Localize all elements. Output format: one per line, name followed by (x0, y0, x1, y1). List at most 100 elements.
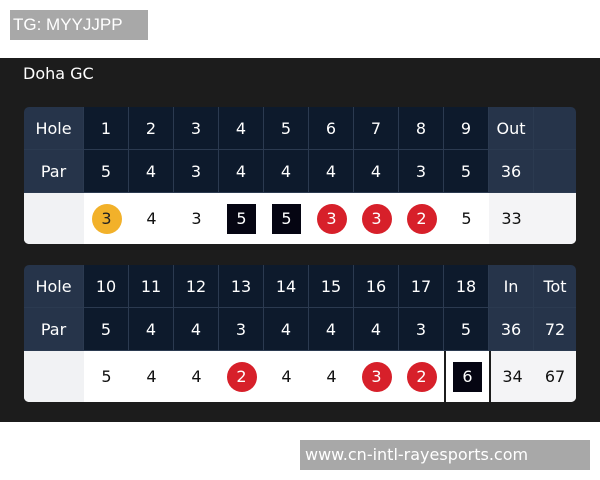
hole-cell: 5 (264, 107, 309, 150)
score-cell: 4 (129, 193, 174, 244)
bogey-score-mark: 5 (227, 203, 256, 234)
hole-cell: 4 (219, 107, 264, 150)
birdie-score-mark: 2 (406, 361, 437, 392)
hole-cell: 17 (399, 265, 444, 308)
hole-cell: 8 (399, 107, 444, 150)
hole-row-label: Hole (24, 265, 84, 308)
birdie-score-mark: 2 (226, 361, 257, 392)
hole-cell: In (489, 265, 534, 308)
hole-cell: Out (489, 107, 534, 150)
par-cell: 3 (399, 308, 444, 351)
hole-cell: 7 (354, 107, 399, 150)
score-cell: 4 (129, 351, 174, 402)
par-cell: 4 (129, 150, 174, 193)
hole-cell: 6 (309, 107, 354, 150)
score-cell: 33 (489, 193, 534, 244)
hole-cell: 13 (219, 265, 264, 308)
hole-cell: 10 (84, 265, 129, 308)
par-cell: 4 (219, 150, 264, 193)
par-cell: 3 (399, 150, 444, 193)
eagle-score-mark: 3 (91, 203, 122, 234)
hole-cell: 12 (174, 265, 219, 308)
par-row-label: Par (24, 150, 84, 193)
hole-cell: 11 (129, 265, 174, 308)
par-cell: 5 (444, 150, 489, 193)
score-value: 4 (326, 367, 337, 386)
hole-cell: 15 (309, 265, 354, 308)
par-cell: 5 (84, 150, 129, 193)
par-cell: 4 (264, 150, 309, 193)
score-cell: 2 (399, 193, 444, 244)
birdie-score-mark: 3 (316, 203, 347, 234)
watermark-top: TG: MYYJJPP (10, 10, 148, 40)
scorecard-back-nine: Hole 10 11 12 13 14 15 16 17 18 In Tot Par 5 4 4 3 4 4 4 3 5 3… (24, 265, 576, 402)
par-cell: 36 (489, 150, 534, 193)
par-cell: 3 (219, 308, 264, 351)
hole-cell: 14 (264, 265, 309, 308)
course-name: Doha GC (23, 64, 94, 83)
birdie-score-mark: 3 (361, 203, 392, 234)
scorecard-panel: Doha GC Hole 1 2 3 4 5 6 7 8 9 Out Par 5 4 3 4 4 4 4 3 5 36 3 4… (0, 58, 600, 422)
score-cell: 6 (444, 351, 489, 402)
score-cell: 3 (354, 351, 399, 402)
par-cell: 4 (354, 308, 399, 351)
score-cell: 5 (219, 193, 264, 244)
hole-row: Hole 10 11 12 13 14 15 16 17 18 In Tot (24, 265, 576, 308)
score-cell: 3 (309, 193, 354, 244)
par-cell: 4 (354, 150, 399, 193)
par-cell: 72 (534, 308, 576, 351)
score-value: 4 (146, 209, 157, 228)
score-value (540, 204, 570, 234)
score-value: 5 (101, 367, 112, 386)
score-value: 5 (461, 209, 472, 228)
score-value: 67 (544, 367, 566, 386)
score-value: 3 (191, 209, 202, 228)
score-cell: 2 (399, 351, 444, 402)
score-cell: 5 (84, 351, 129, 402)
score-row-label (24, 351, 84, 402)
score-cell: 5 (444, 193, 489, 244)
score-cell: 4 (309, 351, 354, 402)
score-cell: 4 (264, 351, 309, 402)
par-cell: 36 (489, 308, 534, 351)
score-value: 4 (191, 367, 202, 386)
par-row-label: Par (24, 308, 84, 351)
hole-row: Hole 1 2 3 4 5 6 7 8 9 Out (24, 107, 576, 150)
par-cell: 4 (309, 150, 354, 193)
hole-row-label: Hole (24, 107, 84, 150)
scorecard-front-nine: Hole 1 2 3 4 5 6 7 8 9 Out Par 5 4 3 4 4 4 4 3 5 36 3 4 3 5 5 3 3 2 5 3… (24, 107, 576, 244)
score-cell: 3 (174, 193, 219, 244)
score-cell: 34 (489, 351, 534, 402)
score-row: 5 4 4 2 4 4 3 2 6 34 67 (24, 351, 576, 402)
bogey-score-mark: 5 (272, 203, 301, 234)
bogey-score-mark: 6 (453, 361, 482, 392)
hole-cell: Tot (534, 265, 576, 308)
hole-cell: 3 (174, 107, 219, 150)
hole-cell: 16 (354, 265, 399, 308)
score-cell (534, 193, 576, 244)
par-cell: 4 (309, 308, 354, 351)
score-cell: 67 (534, 351, 576, 402)
watermark-bottom: www.cn-intl-rayesports.com (300, 440, 590, 470)
score-value: 34 (502, 367, 523, 386)
par-cell: 4 (129, 308, 174, 351)
score-cell: 5 (264, 193, 309, 244)
par-cell: 4 (174, 308, 219, 351)
hole-cell: 1 (84, 107, 129, 150)
hole-cell (534, 107, 576, 150)
score-value: 33 (501, 209, 522, 228)
score-value: 4 (146, 367, 157, 386)
par-cell: 4 (264, 308, 309, 351)
par-cell (534, 150, 576, 193)
par-row: Par 5 4 4 3 4 4 4 3 5 36 72 (24, 308, 576, 351)
par-cell: 5 (84, 308, 129, 351)
score-value: 4 (281, 367, 292, 386)
score-cell: 3 (354, 193, 399, 244)
hole-cell: 2 (129, 107, 174, 150)
birdie-score-mark: 3 (361, 361, 392, 392)
par-cell: 3 (174, 150, 219, 193)
par-cell: 5 (444, 308, 489, 351)
birdie-score-mark: 2 (406, 203, 437, 234)
score-row: 3 4 3 5 5 3 3 2 5 33 (24, 193, 576, 244)
hole-cell: 18 (444, 265, 489, 308)
